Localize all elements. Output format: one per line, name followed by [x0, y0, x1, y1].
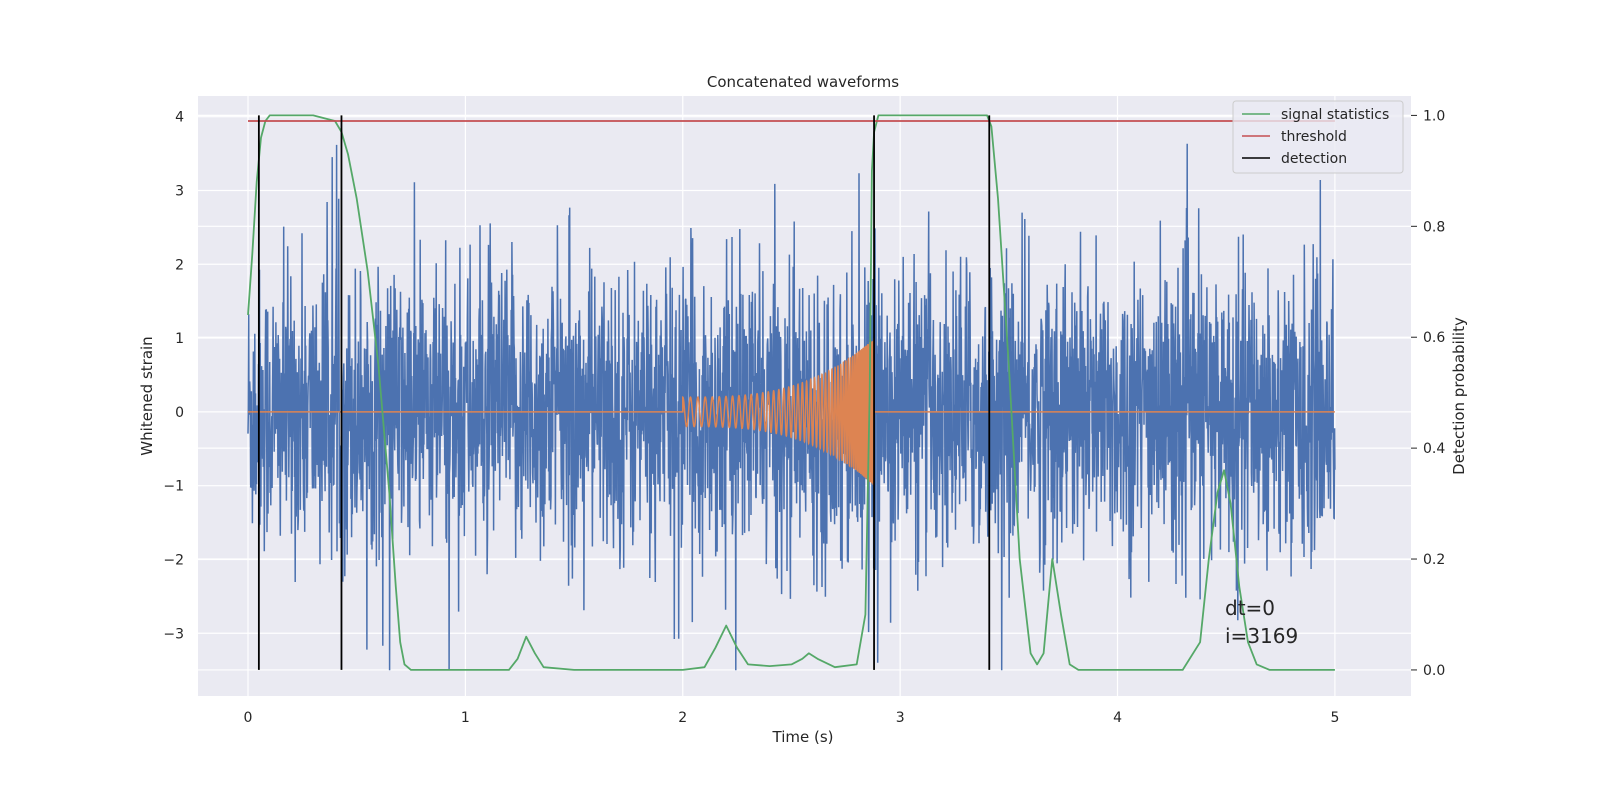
series-chirp [248, 338, 1335, 485]
legend-label-threshold: threshold [1281, 129, 1347, 145]
legend-label-signal: signal statistics [1281, 107, 1389, 123]
annotation-index: i=3169 [1225, 624, 1298, 648]
x-tick-label: 0 [244, 710, 253, 726]
y-tick-label: −1 [163, 479, 184, 495]
y-tick-label: −2 [163, 552, 184, 568]
x-tick-label: 4 [1113, 710, 1122, 726]
x-tick-label: 3 [896, 710, 905, 726]
y-axis-label: Whitened strain [138, 336, 156, 455]
y-right-tick-label: 1.0 [1423, 108, 1445, 124]
y-tick-label: −3 [163, 626, 184, 642]
y-axis-label-right: Detection probability [1450, 317, 1468, 475]
x-tick-label: 1 [461, 710, 470, 726]
y-tick-label: 3 [175, 183, 184, 199]
y-right-tick-label: 0.0 [1423, 663, 1445, 679]
y-tick-label: 4 [175, 110, 184, 126]
legend: signal statistics threshold detection [1232, 100, 1404, 174]
y-tick-label: 2 [175, 257, 184, 273]
series-layer [247, 114, 1336, 671]
series-noise [247, 143, 1336, 671]
y-right-tick-label: 0.6 [1423, 330, 1445, 346]
x-tick-label: 5 [1330, 710, 1339, 726]
annotation-dt: dt=0 [1225, 596, 1275, 620]
chart-title: Concatenated waveforms [707, 73, 899, 91]
y-tick-label: 1 [175, 331, 184, 347]
y-right-tick-label: 0.2 [1423, 552, 1445, 568]
ticks: 0 1 2 3 4 5 −3 −2 −1 0 1 2 3 4 0.0 0.2 0.4 0.6 0.8 1.0 [163, 108, 1445, 726]
legend-label-detection: detection [1281, 151, 1347, 167]
y-right-tick-label: 0.4 [1423, 441, 1445, 457]
y-tick-label: 0 [175, 405, 184, 421]
legend-box [1232, 100, 1404, 174]
x-axis-label: Time (s) [772, 728, 834, 746]
series-signal-statistics [247, 114, 1335, 671]
x-tick-label: 2 [678, 710, 687, 726]
y-right-tick-label: 0.8 [1423, 219, 1445, 235]
